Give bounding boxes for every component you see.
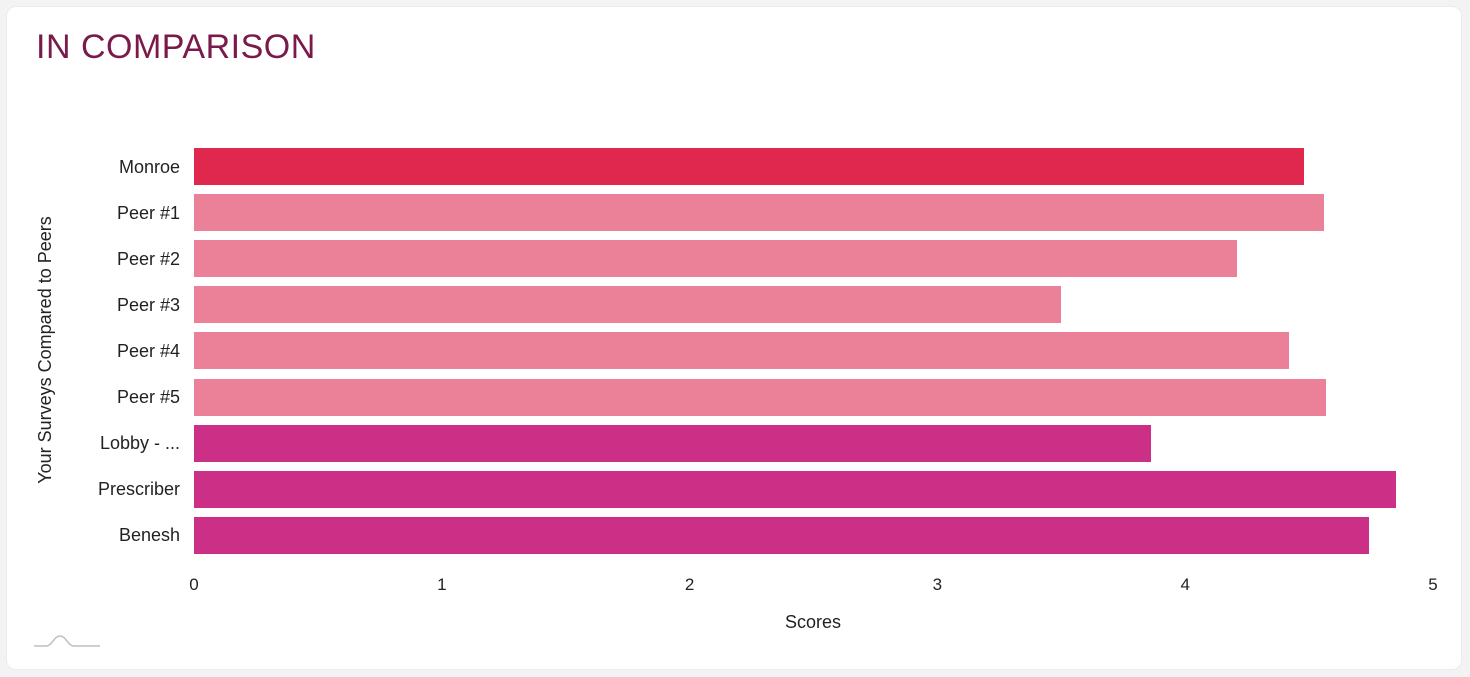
category-label: Prescriber <box>97 479 180 500</box>
page-title: IN COMPARISON <box>36 28 316 66</box>
bar[interactable] <box>194 240 1238 278</box>
bar[interactable] <box>194 424 1151 462</box>
bar[interactable] <box>194 148 1305 185</box>
category-label: Peer #2 <box>116 248 180 269</box>
x-tick-label: 5 <box>1428 575 1438 594</box>
category-label: Monroe <box>118 156 180 177</box>
x-tick-label: 4 <box>1180 575 1190 594</box>
category-label: Peer #1 <box>116 202 180 223</box>
category-label: Lobby - ... <box>99 433 180 454</box>
x-tick-label: 1 <box>437 575 447 594</box>
sparkline-icon <box>34 635 100 647</box>
bar[interactable] <box>194 378 1327 416</box>
bar[interactable] <box>194 516 1369 554</box>
category-label: Peer #3 <box>116 294 180 315</box>
category-label: Peer #5 <box>116 387 180 407</box>
bar[interactable] <box>194 286 1062 324</box>
category-label: Peer #4 <box>116 340 180 361</box>
bar[interactable] <box>194 194 1324 232</box>
x-tick-label: 3 <box>932 575 943 594</box>
x-tick-label: 0 <box>189 575 199 594</box>
x-axis-label: Scores <box>784 612 842 632</box>
category-label: Benesh <box>118 525 180 546</box>
x-tick-label: 2 <box>684 575 695 594</box>
bar[interactable] <box>194 332 1290 370</box>
bar[interactable] <box>194 470 1396 508</box>
